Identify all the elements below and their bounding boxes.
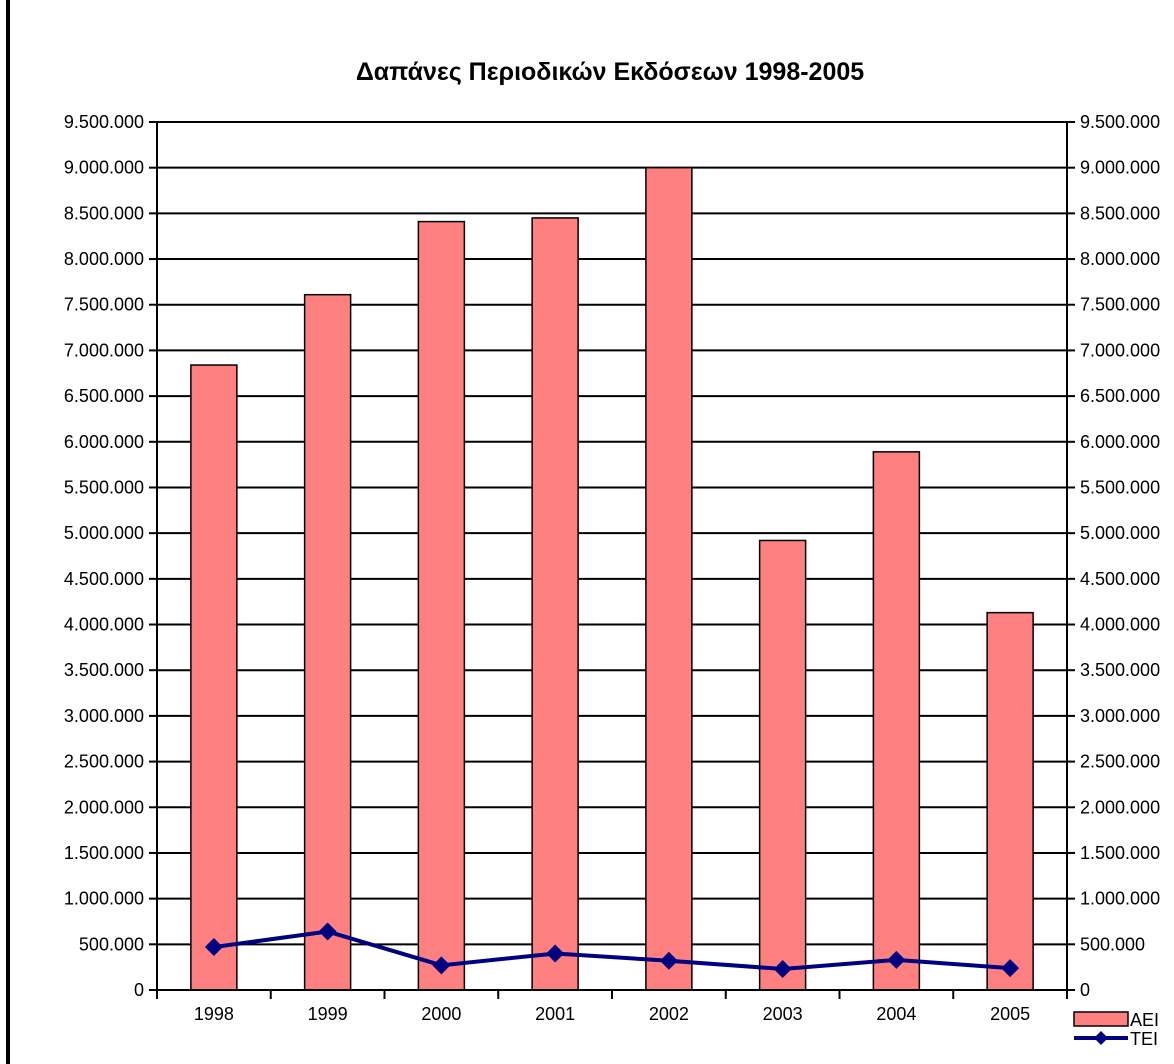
bar-aei-2002 [645, 166, 693, 991]
y-tick-label-right: 2.000.000 [1080, 797, 1160, 817]
y-tick-label-right: 8.500.000 [1080, 203, 1160, 223]
bar-aei-2003 [758, 539, 807, 991]
y-tick-label-right: 9.500.000 [1080, 112, 1160, 132]
y-tick-label-left: 8.000.000 [64, 249, 144, 269]
bar-aei-1999 [303, 293, 352, 991]
y-tick-label-right: 1.000.000 [1080, 889, 1160, 909]
y-tick-label-right: 7.500.000 [1080, 295, 1160, 315]
bar-aei-1998 [190, 364, 238, 991]
legend-marker-tei [1094, 1031, 1108, 1045]
y-tick-label-right: 2.500.000 [1080, 752, 1160, 772]
legend-label-aei: AEI [1130, 1010, 1159, 1030]
y-tick-label-left: 6.500.000 [64, 386, 144, 406]
x-tick-label-2005: 2005 [990, 1004, 1030, 1024]
axes [149, 121, 1075, 999]
marker-tei-2001 [546, 944, 565, 963]
y-tick-label-left: 5.000.000 [64, 523, 144, 543]
x-tick-label-2001: 2001 [535, 1004, 575, 1024]
legend-label-tei: TEI [1130, 1029, 1158, 1049]
y-tick-label-right: 5.000.000 [1080, 523, 1160, 543]
bar-aei-2005 [986, 611, 1034, 991]
y-tick-label-right: 7.000.000 [1080, 340, 1160, 360]
marker-tei-2005 [1001, 959, 1020, 978]
y-tick-label-left: 1.500.000 [64, 843, 144, 863]
y-tick-label-left: 5.500.000 [64, 477, 144, 497]
y-tick-label-left: 3.500.000 [64, 660, 144, 680]
marker-tei-2002 [659, 951, 678, 970]
x-tick-label-1999: 1999 [308, 1004, 348, 1024]
tick-labels: 0 0 500.000 500.000 1.000.000 1.000.000 1.500.… [64, 112, 1160, 1024]
y-tick-label-right: 3.000.000 [1080, 706, 1160, 726]
line-tei [213, 929, 1011, 971]
y-tick-label-left: 0 [134, 980, 144, 1000]
y-tick-label-left: 2.000.000 [64, 797, 144, 817]
bar-aei-2004 [872, 451, 921, 991]
marker-tei-1998 [204, 938, 223, 957]
y-tick-label-left: 8.500.000 [64, 203, 144, 223]
bar-aei-2001 [531, 217, 579, 991]
y-tick-label-right: 1.500.000 [1080, 843, 1160, 863]
y-tick-label-left: 6.000.000 [64, 432, 144, 452]
y-tick-label-right: 6.500.000 [1080, 386, 1160, 406]
y-tick-label-left: 4.500.000 [64, 569, 144, 589]
y-tick-label-left: 9.500.000 [64, 112, 144, 132]
y-tick-label-right: 0 [1080, 980, 1090, 1000]
y-tick-label-right: 8.000.000 [1080, 249, 1160, 269]
y-tick-label-left: 500.000 [79, 934, 144, 954]
bar-aei-2000 [417, 220, 466, 991]
marker-tei-2000 [432, 956, 451, 975]
y-tick-label-left: 2.500.000 [64, 752, 144, 772]
y-tick-label-right: 3.500.000 [1080, 660, 1160, 680]
y-tick-label-left: 9.000.000 [64, 158, 144, 178]
bar-series [190, 166, 1034, 991]
y-tick-label-right: 500.000 [1080, 934, 1145, 954]
y-tick-label-right: 6.000.000 [1080, 432, 1160, 452]
y-tick-label-right: 4.500.000 [1080, 569, 1160, 589]
marker-tei-2003 [773, 959, 792, 978]
x-tick-label-2003: 2003 [763, 1004, 803, 1024]
marker-tei-1999 [318, 922, 337, 941]
y-tick-label-right: 4.000.000 [1080, 615, 1160, 635]
y-tick-label-left: 7.000.000 [64, 340, 144, 360]
x-tick-label-2000: 2000 [421, 1004, 461, 1024]
x-tick-label-2002: 2002 [649, 1004, 689, 1024]
y-tick-label-right: 5.500.000 [1080, 477, 1160, 497]
legend-swatch-aei [1073, 1011, 1129, 1027]
marker-tei-2004 [887, 950, 906, 969]
y-tick-label-left: 3.000.000 [64, 706, 144, 726]
y-tick-label-left: 1.000.000 [64, 889, 144, 909]
legend: AEI TEI [1073, 1010, 1159, 1049]
line-series [204, 922, 1020, 978]
x-tick-label-1998: 1998 [194, 1004, 234, 1024]
y-tick-label-left: 7.500.000 [64, 295, 144, 315]
y-tick-label-left: 4.000.000 [64, 615, 144, 635]
x-tick-label-2004: 2004 [876, 1004, 916, 1024]
chart-title: Δαπάνες Περιοδικών Εκδόσεων 1998-2005 [356, 58, 864, 86]
y-tick-label-right: 9.000.000 [1080, 158, 1160, 178]
